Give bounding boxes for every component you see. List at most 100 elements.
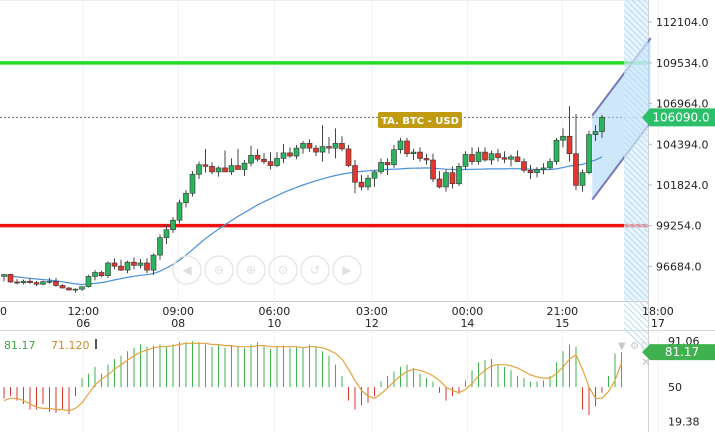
candle — [352, 160, 358, 194]
price-tick-label: 112104.0 — [656, 16, 709, 29]
shade-hatch-line — [623, 75, 649, 101]
shade-hatch-line — [623, 177, 649, 203]
indicator-cursor-marker — [95, 339, 97, 349]
candle — [241, 160, 248, 176]
candle-body — [7, 274, 14, 283]
chart-navigation: ◀ ⊖ ⊕ ⊙ ↺ ▶ — [172, 255, 362, 285]
candle-body — [534, 169, 540, 173]
candle — [20, 279, 27, 285]
shade-hatch-line — [623, 195, 649, 221]
scroll-left-button[interactable] — [172, 255, 202, 285]
candle — [267, 152, 274, 170]
candle-body — [391, 149, 397, 166]
candle — [33, 281, 40, 286]
collapse-icon[interactable]: ▼ — [618, 341, 626, 352]
indicator-controls: ▼ ⚙ □ ✕ — [618, 341, 651, 369]
chart-title: TA. BTC - USD — [381, 116, 459, 127]
candle — [7, 273, 14, 283]
support-resistance-lines — [0, 61, 648, 228]
shade-hatch-line — [623, 69, 649, 95]
price-tick-label: 96684.0 — [656, 260, 702, 273]
settings-icon[interactable]: ⚙ — [630, 341, 639, 352]
candle — [482, 147, 488, 162]
shade-hatch-line — [623, 57, 649, 83]
shade-hatch-line — [623, 87, 649, 113]
candle-body — [339, 143, 345, 150]
indicator-value-label: 81.17 — [4, 339, 36, 352]
shade-hatch-line — [623, 225, 649, 251]
candle — [215, 166, 222, 177]
candle-body — [202, 164, 209, 167]
candle — [144, 258, 150, 274]
last-price-label: 106090.0 — [652, 110, 709, 124]
candle — [566, 106, 573, 162]
time-tick-label: 12:00 — [67, 305, 99, 318]
shade-hatch-line — [623, 249, 649, 275]
shade-hatch-line — [623, 279, 649, 305]
candle-body — [66, 287, 72, 291]
date-tick-label: 14 — [460, 317, 474, 330]
candle — [358, 175, 365, 191]
scroll-right-button[interactable] — [332, 255, 362, 285]
zoom-in-button[interactable] — [236, 255, 266, 285]
date-tick-label: 08 — [171, 317, 185, 330]
shade-hatch-line — [623, 303, 649, 329]
candle — [378, 158, 384, 175]
candle-body — [573, 153, 579, 186]
candle — [92, 270, 98, 281]
shade-hatch-line — [623, 99, 649, 125]
candle — [287, 147, 293, 158]
candle — [547, 158, 553, 170]
candle — [111, 258, 118, 270]
shade-hatch-line — [623, 219, 649, 245]
shade-hatch-line — [623, 39, 649, 65]
shade-hatch-line — [623, 171, 649, 197]
reset-icon: ↺ — [310, 263, 320, 277]
zoom-out-icon: ⊖ — [214, 263, 224, 277]
moving-average — [3, 156, 603, 286]
candle — [527, 164, 534, 180]
shade-hatch-line — [623, 201, 649, 227]
candle-body — [547, 161, 553, 169]
date-tick-label: 06 — [76, 317, 90, 330]
candle-body — [540, 167, 547, 170]
shade-hatch-line — [623, 261, 649, 287]
candle-body — [235, 165, 241, 170]
price-axis: 112104.0 109534.0 106964.0 104394.0 101824.0… — [648, 16, 709, 273]
indicator-signal-line — [3, 342, 623, 412]
shade-hatch-line — [623, 9, 649, 35]
price-channel[interactable] — [591, 0, 652, 353]
candle-body — [501, 157, 508, 160]
candle — [345, 144, 352, 168]
candle — [85, 274, 92, 288]
candle-body — [417, 151, 423, 159]
shade-hatch-line — [623, 45, 649, 71]
reset-button[interactable] — [300, 255, 330, 285]
zoom-out-button[interactable] — [204, 255, 234, 285]
candle — [46, 278, 53, 284]
shade-hatch-line — [623, 267, 649, 293]
shade-hatch-line — [623, 21, 649, 47]
zoom-fit-button[interactable] — [268, 255, 298, 285]
candle-body — [196, 164, 202, 175]
candle — [417, 147, 423, 162]
shade-hatch-line — [623, 309, 649, 335]
close-icon[interactable]: ✕ — [641, 355, 651, 369]
last-price-tag: 106090.0 — [642, 108, 715, 127]
candle — [105, 261, 111, 279]
indicator-header: 81.17 71.120 — [4, 339, 97, 352]
maximize-icon[interactable]: □ — [641, 341, 650, 352]
candle — [475, 147, 482, 165]
shade-hatch-line — [623, 231, 649, 257]
candle — [514, 150, 521, 162]
candle-body — [495, 153, 501, 158]
candle — [150, 253, 157, 275]
shade-hatch-line — [623, 27, 649, 53]
candle-body — [209, 166, 215, 173]
candle-body — [566, 135, 573, 154]
candle-body — [332, 143, 339, 149]
shade-hatch-line — [623, 93, 649, 119]
shade-hatch-line — [623, 255, 649, 281]
shade-hatch-line — [637, 0, 649, 11]
